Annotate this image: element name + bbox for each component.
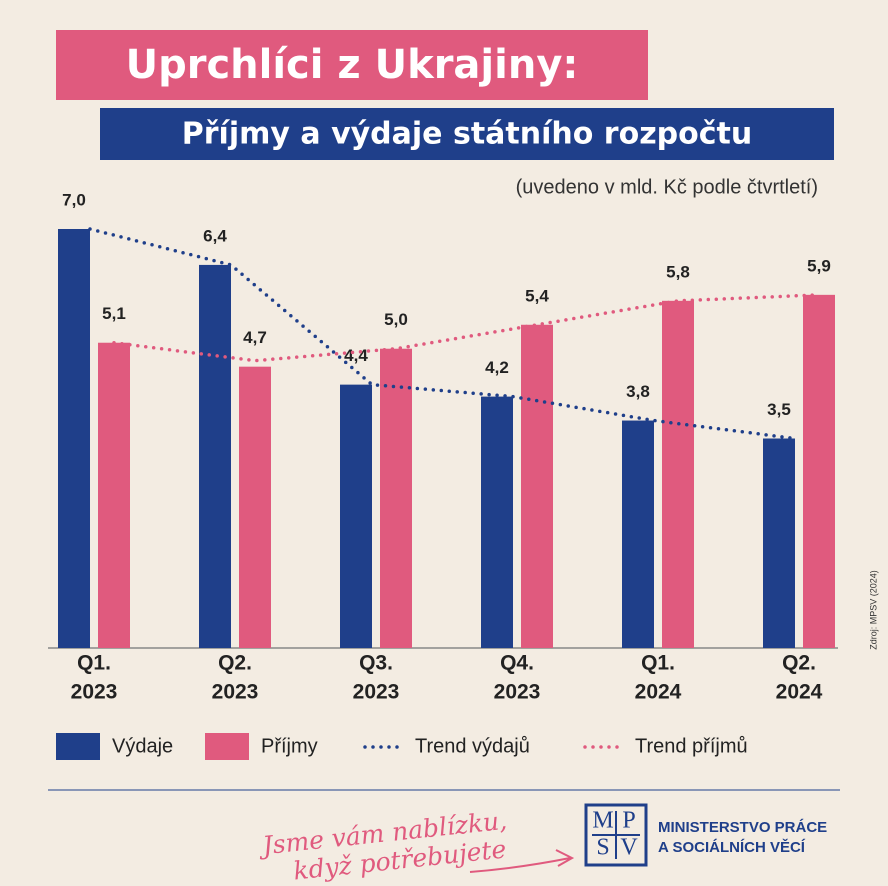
subtitle-box	[100, 108, 834, 160]
x-tick-label: 2023	[494, 681, 541, 704]
slogan-arrow	[469, 849, 575, 873]
ministry-name: MINISTERSTVO PRÁCE	[658, 819, 827, 836]
logo-letter: M	[592, 808, 613, 834]
source: Zdroj: MPSV (2024)	[868, 570, 878, 650]
chart-subtitle: Příjmy a výdaje státního rozpočtu	[182, 117, 752, 152]
x-tick-label: Q2.	[782, 652, 816, 675]
x-tick-label: 2023	[212, 681, 259, 704]
legend-label: Výdaje	[112, 735, 173, 757]
value-label: 4,7	[243, 328, 267, 347]
legend-swatch	[205, 733, 249, 760]
x-tick-label: Q1.	[641, 652, 675, 675]
bar	[763, 438, 795, 648]
bar	[98, 342, 130, 648]
bar	[662, 300, 694, 648]
logo-letter: P	[622, 808, 635, 834]
bar	[58, 229, 90, 648]
bar	[521, 324, 553, 648]
logo-box	[584, 803, 648, 867]
value-label: 7,0	[62, 190, 86, 209]
bar	[622, 420, 654, 648]
x-tick-label: Q1.	[77, 652, 111, 675]
x-tick-label: Q2.	[218, 652, 252, 675]
value-label: 4,4	[344, 346, 368, 365]
value-label: 4,2	[485, 358, 509, 377]
legend-swatch	[56, 733, 100, 760]
value-label: 5,8	[666, 262, 690, 281]
x-tick-label: 2023	[353, 681, 400, 704]
bar	[803, 294, 835, 648]
note: (uvedeno v mld. Kč podle čtvrtletí)	[516, 176, 818, 198]
value-label: 3,8	[626, 382, 650, 401]
x-tick-label: Q4.	[500, 652, 534, 675]
bar	[380, 348, 412, 648]
x-tick-label: 2024	[776, 681, 823, 704]
bar	[199, 264, 231, 648]
legend-label: Příjmy	[261, 735, 318, 757]
value-label: 5,0	[384, 310, 408, 329]
x-tick-label: 2024	[635, 681, 682, 704]
logo-letter: S	[596, 835, 609, 861]
value-label: 5,4	[525, 286, 549, 305]
x-tick-label: Q3.	[359, 652, 393, 675]
bar	[481, 396, 513, 648]
bar	[239, 366, 271, 648]
title-box	[56, 30, 648, 100]
bar	[340, 384, 372, 648]
ministry-name: A SOCIÁLNÍCH VĚCÍ	[658, 838, 806, 856]
logo-letter: V	[620, 835, 638, 861]
value-label: 6,4	[203, 226, 227, 245]
value-label: 5,1	[102, 304, 126, 323]
legend-label: Trend příjmů	[635, 735, 748, 757]
legend-label: Trend výdajů	[415, 735, 530, 757]
trend-line	[112, 293, 821, 363]
x-tick-label: 2023	[71, 681, 118, 704]
chart-title: Uprchlíci z Ukrajiny:	[126, 42, 579, 88]
value-label: 3,5	[767, 400, 791, 419]
trend-line	[88, 227, 797, 441]
value-label: 5,9	[807, 256, 831, 275]
